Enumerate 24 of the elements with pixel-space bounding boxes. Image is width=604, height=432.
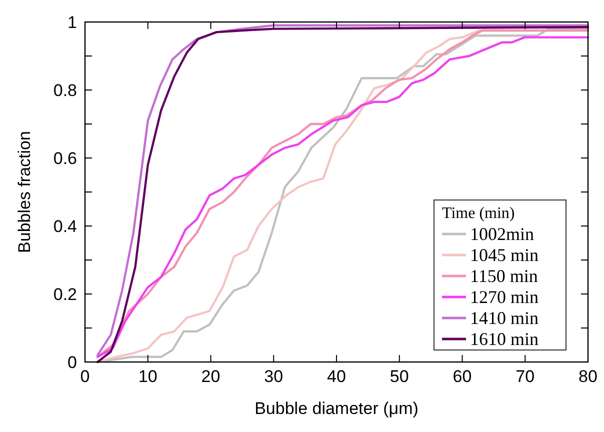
x-axis-title: Bubble diameter (μm) bbox=[254, 399, 418, 418]
legend-title: Time (min) bbox=[442, 205, 515, 222]
x-tick-label: 0 bbox=[80, 367, 90, 386]
x-tick-label: 10 bbox=[138, 367, 158, 386]
y-axis-title: Bubbles fraction bbox=[15, 131, 34, 253]
legend-label: 1270 min bbox=[470, 287, 539, 307]
x-tick-label: 60 bbox=[452, 367, 472, 386]
y-tick-label: 1 bbox=[68, 13, 77, 32]
legend-label: 1610 min bbox=[470, 329, 539, 349]
x-tick-label: 20 bbox=[201, 367, 220, 386]
x-tick-label: 80 bbox=[578, 367, 598, 386]
x-tick-label: 70 bbox=[516, 367, 535, 386]
y-tick-label: 0.2 bbox=[53, 285, 77, 304]
y-tick-label: 0.4 bbox=[53, 217, 77, 236]
y-tick-label: 0 bbox=[68, 353, 77, 372]
x-tick-label: 50 bbox=[390, 367, 409, 386]
legend-label: 1410 min bbox=[470, 308, 539, 328]
y-tick-label: 0.6 bbox=[53, 149, 77, 168]
legend-label: 1002min bbox=[470, 224, 534, 244]
legend-label: 1150 min bbox=[470, 266, 538, 286]
x-tick-label: 30 bbox=[264, 367, 284, 386]
y-tick-label: 0.8 bbox=[53, 81, 77, 100]
x-tick-label: 40 bbox=[327, 367, 346, 386]
legend-label: 1045 min bbox=[470, 245, 539, 265]
